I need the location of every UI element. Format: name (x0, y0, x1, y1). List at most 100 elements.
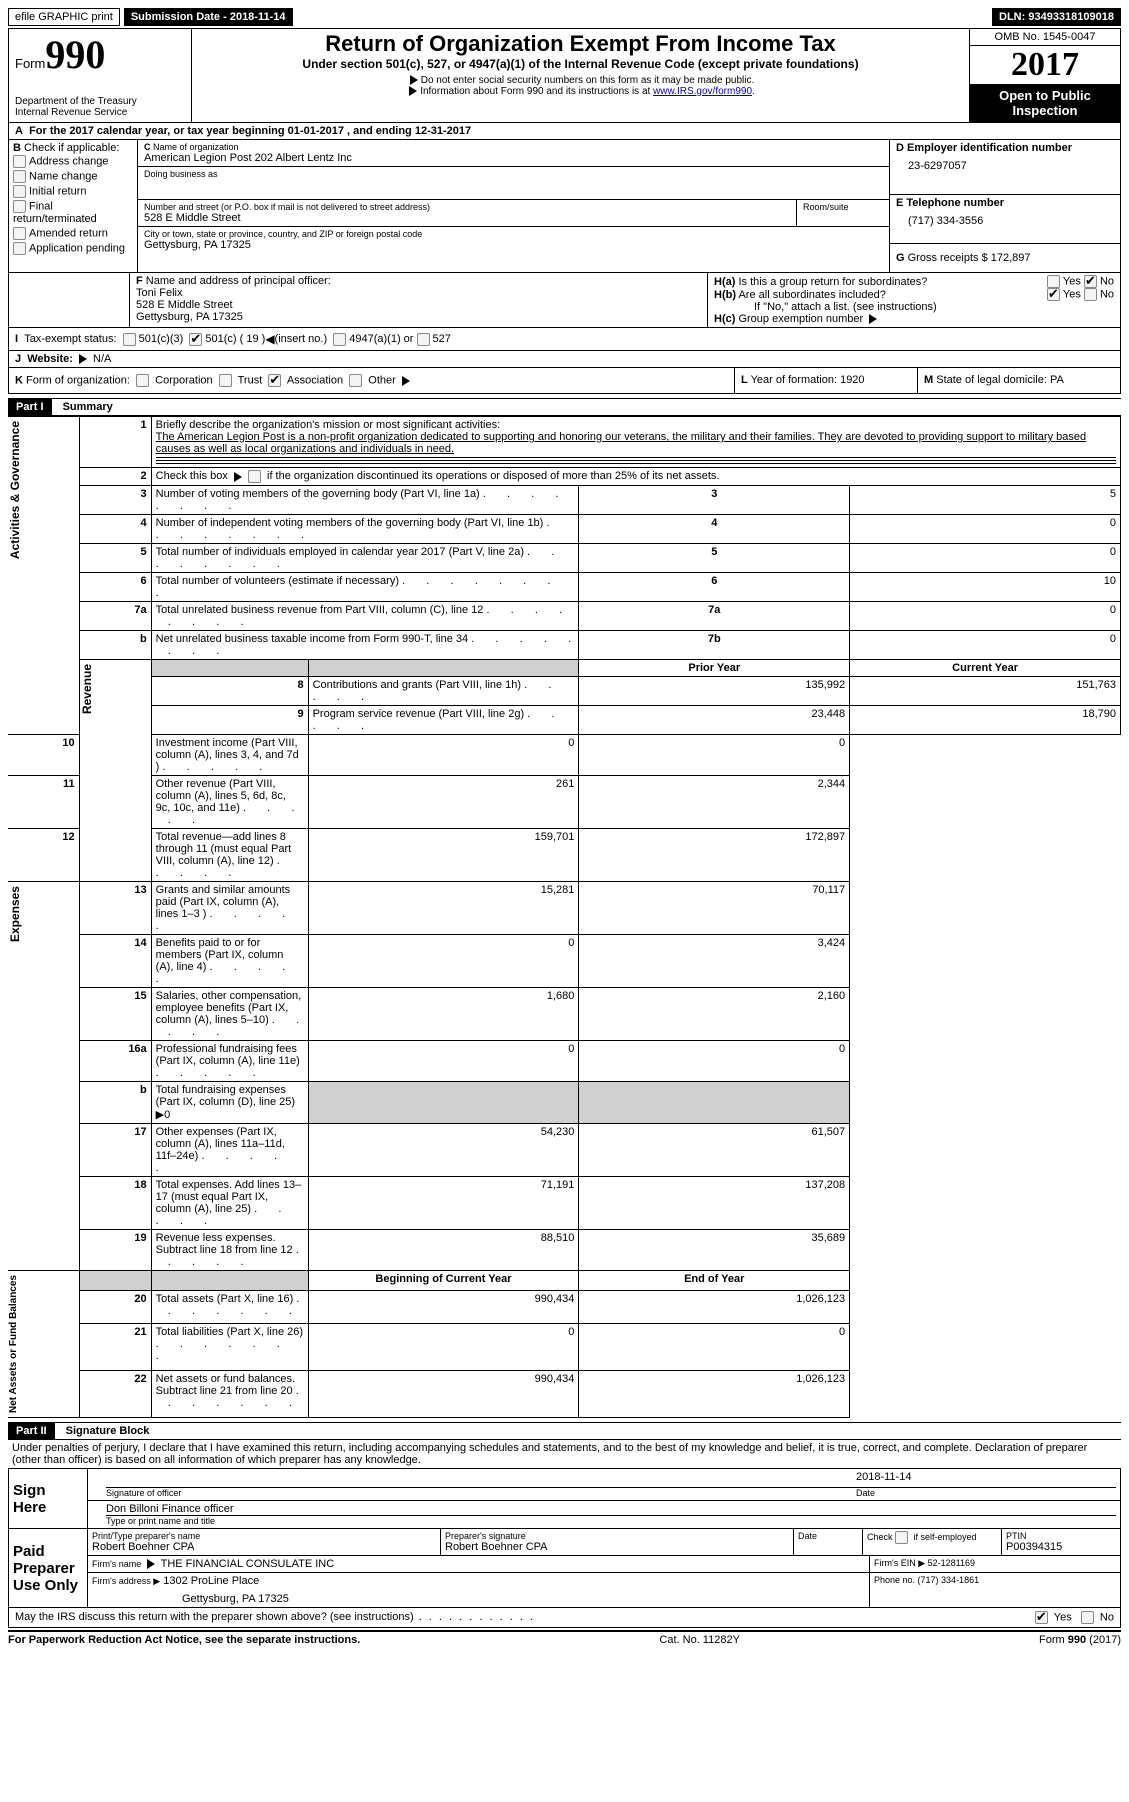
q1-label: Briefly describe the organization's miss… (156, 419, 500, 431)
ein-value: 23-6297057 (896, 154, 1114, 178)
website-value: N/A (93, 353, 111, 365)
phone-label: Telephone number (906, 197, 1004, 209)
checkbox-pending[interactable] (13, 242, 26, 255)
gross-receipts: Gross receipts $ 172,897 (908, 252, 1031, 264)
insert-no: (insert no.) (275, 333, 328, 345)
checkbox-501c3[interactable] (123, 333, 136, 346)
street-value: 528 E Middle Street (144, 212, 790, 224)
firm-name-label: Firm's name (92, 1559, 144, 1569)
footer-right: Form 990 (2017) (1039, 1634, 1121, 1646)
firm-phone: Phone no. (717) 334-1861 (870, 1573, 1120, 1607)
col-prior: Prior Year (579, 660, 850, 677)
arrow-icon (402, 376, 410, 386)
street-label: Number and street (or P.O. box if mail i… (144, 202, 790, 212)
form-subtitle: Under section 501(c), 527, or 4947(a)(1)… (198, 57, 963, 71)
city-value: Gettysburg, PA 17325 (144, 239, 883, 251)
checkbox-ha-no[interactable] (1084, 275, 1097, 288)
org-name: American Legion Post 202 Albert Lentz In… (144, 152, 883, 164)
checkbox-final[interactable] (13, 200, 26, 213)
arrow-icon (147, 1559, 155, 1569)
open-public: Open to Public Inspection (970, 84, 1120, 122)
opt-pending: Application pending (29, 242, 125, 254)
ptin-label: PTIN (1006, 1531, 1116, 1541)
prep-sig: Robert Boehner CPA (445, 1541, 789, 1553)
checkbox-hb-yes[interactable] (1047, 288, 1060, 301)
sign-here-label: Sign Here (9, 1469, 88, 1529)
footer: For Paperwork Reduction Act Notice, see … (8, 1630, 1121, 1646)
footer-mid: Cat. No. 11282Y (659, 1634, 740, 1646)
summary-table: Activities & Governance 1 Briefly descri… (8, 416, 1121, 1418)
opt-501c: 501(c) ( 19 ) (205, 333, 265, 345)
arrow-icon (234, 472, 242, 482)
state-domicile: State of legal domicile: PA (936, 374, 1064, 386)
opt-initial: Initial return (29, 185, 86, 197)
checkbox-hb-no[interactable] (1084, 288, 1097, 301)
vert-netassets: Net Assets or Fund Balances (8, 1271, 19, 1417)
checkbox-address-change[interactable] (13, 155, 26, 168)
checkbox-assoc[interactable] (268, 374, 281, 387)
col-end: End of Year (579, 1271, 850, 1291)
arrow-icon (869, 314, 877, 324)
dln-label: DLN: 93493318109018 (992, 8, 1121, 26)
firm-name: THE FINANCIAL CONSULATE INC (161, 1558, 335, 1570)
checkbox-initial[interactable] (13, 185, 26, 198)
website-label: Website: (27, 353, 73, 365)
checkbox-other[interactable] (349, 374, 362, 387)
firm-city: Gettysburg, PA 17325 (92, 1587, 865, 1605)
note-ssn: Do not enter social security numbers on … (421, 75, 754, 86)
check-applicable: B Check if applicable: Address change Na… (9, 140, 138, 272)
tax-year: 2017 (970, 46, 1120, 84)
checkbox-amended[interactable] (13, 227, 26, 240)
arrow-icon (410, 75, 418, 85)
dba-label: Doing business as (144, 169, 883, 179)
checkbox-corp[interactable] (136, 374, 149, 387)
omb-number: OMB No. 1545-0047 (970, 29, 1120, 46)
officer-name: Toni Felix (136, 287, 701, 299)
tax-exempt-label: Tax-exempt status: (24, 333, 116, 345)
ptin-value: P00394315 (1006, 1541, 1116, 1553)
b-label: Check if applicable: (24, 142, 119, 154)
hb-label: Are all subordinates included? (738, 289, 885, 301)
form-number: 990 (45, 32, 105, 77)
officer-printed: Don Billoni Finance officer (106, 1503, 234, 1515)
mission-text: The American Legion Post is a non-profit… (156, 431, 1086, 455)
opt-trust: Trust (238, 374, 263, 386)
top-bar: efile GRAPHIC print Submission Date - 20… (8, 8, 1121, 26)
opt-501c3: 501(c)(3) (139, 333, 184, 345)
signature-block: Sign Here 2018-11-14 Signature of office… (8, 1468, 1121, 1608)
checkbox-4947[interactable] (333, 333, 346, 346)
city-label: City or town, state or province, country… (144, 229, 883, 239)
efile-label: efile GRAPHIC print (8, 8, 120, 26)
checkbox-trust[interactable] (219, 374, 232, 387)
officer-street: 528 E Middle Street (136, 299, 701, 311)
vert-revenue: Revenue (80, 660, 94, 718)
checkbox-name-change[interactable] (13, 170, 26, 183)
discuss-label: May the IRS discuss this return with the… (15, 1611, 414, 1623)
hb-note: If "No," attach a list. (see instruction… (714, 301, 1114, 313)
type-name-label: Type or print name and title (106, 1516, 1116, 1526)
checkbox-501c[interactable] (189, 333, 202, 346)
sig-date-label: Date (856, 1488, 1116, 1498)
form-prefix: Form (15, 56, 45, 71)
opt-527: 527 (433, 333, 451, 345)
checkbox-discontinued[interactable] (248, 470, 261, 483)
arrow-icon (79, 354, 87, 364)
arrow-icon (409, 86, 417, 96)
checkbox-discuss-yes[interactable] (1035, 1611, 1048, 1624)
col-begin: Beginning of Current Year (308, 1271, 579, 1291)
checkbox-discuss-no[interactable] (1081, 1611, 1094, 1624)
checkbox-527[interactable] (417, 333, 430, 346)
q2-label: Check this box if the organization disco… (156, 470, 720, 482)
prep-name-label: Print/Type preparer's name (92, 1531, 436, 1541)
irs-link[interactable]: www.IRS.gov/form990 (653, 86, 752, 97)
prep-name: Robert Boehner CPA (92, 1541, 436, 1553)
dept-treasury: Department of the Treasury (15, 96, 185, 107)
tax-year-range: For the 2017 calendar year, or tax year … (29, 125, 471, 137)
opt-other: Other (368, 374, 396, 386)
phone-value: (717) 334-3556 (896, 209, 1114, 233)
firm-addr-label: Firm's address ▶ (92, 1576, 160, 1586)
part2-header: Part II (8, 1423, 55, 1439)
checkbox-self-employed[interactable] (895, 1531, 908, 1544)
ha-label: Is this a group return for subordinates? (738, 276, 927, 288)
form-org-label: Form of organization: (26, 374, 130, 386)
